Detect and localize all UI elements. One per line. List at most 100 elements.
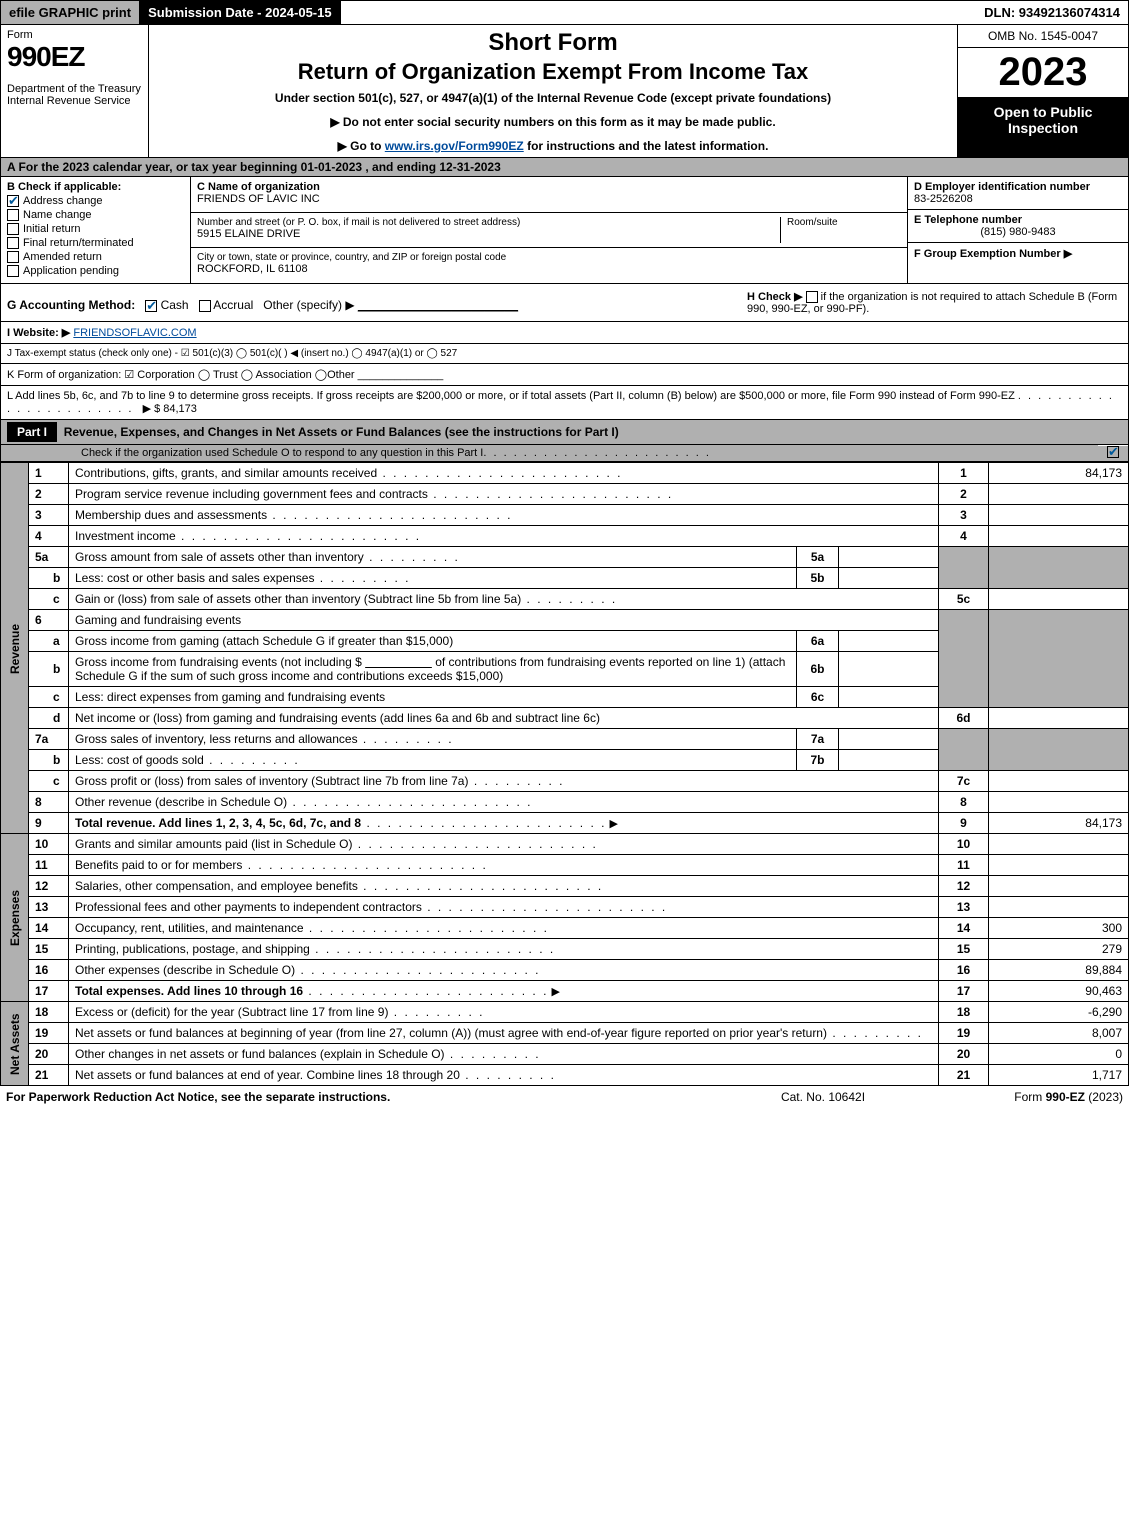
col-val: [989, 897, 1129, 918]
f-row: F Group Exemption Number ▶: [908, 243, 1128, 283]
dots-icon: [287, 795, 532, 809]
dots-icon: [460, 1068, 556, 1082]
lnum: 7a: [29, 729, 69, 750]
desc-text: Total expenses. Add lines 10 through 16: [75, 984, 303, 998]
line-desc: Membership dues and assessments: [69, 505, 939, 526]
col-num: 16: [939, 960, 989, 981]
g-accrual: Accrual: [213, 298, 253, 312]
form-word: Form: [7, 29, 142, 41]
header-left: Form 990EZ Department of the Treasury In…: [1, 25, 149, 157]
dots-icon: [204, 753, 300, 767]
line-13: 13 Professional fees and other payments …: [1, 897, 1129, 918]
chk-label: Application pending: [23, 265, 119, 277]
col-val: [989, 876, 1129, 897]
line-7a: 7a Gross sales of inventory, less return…: [1, 729, 1129, 750]
blank-line: [365, 655, 432, 669]
box-label: 6c: [797, 687, 839, 708]
h-label: H Check ▶: [747, 291, 803, 303]
open-to-public: Open to Public Inspection: [958, 98, 1128, 157]
col-val: [989, 792, 1129, 813]
line-desc: Less: cost of goods sold: [69, 750, 797, 771]
header-center: Short Form Return of Organization Exempt…: [149, 25, 958, 157]
c-street-row: Number and street (or P. O. box, if mail…: [191, 213, 907, 249]
col-num: 5c: [939, 589, 989, 610]
suite-label: Room/suite: [787, 217, 901, 228]
line-desc: Investment income: [69, 526, 939, 547]
desc-text: Total revenue. Add lines 1, 2, 3, 4, 5c,…: [75, 816, 361, 830]
desc-text: Professional fees and other payments to …: [75, 900, 422, 914]
lines-table: Revenue 1 Contributions, gifts, grants, …: [0, 462, 1129, 1086]
section-bcdef: B Check if applicable: Address change Na…: [0, 177, 1129, 284]
suite-cell: Room/suite: [781, 217, 901, 244]
chk-amended-return[interactable]: Amended return: [7, 251, 184, 263]
lnum: 5a: [29, 547, 69, 568]
chk-initial-return[interactable]: Initial return: [7, 223, 184, 235]
line-5a: 5a Gross amount from sale of assets othe…: [1, 547, 1129, 568]
col-num: 3: [939, 505, 989, 526]
part-i-checkbox[interactable]: [1098, 446, 1128, 461]
part-i-check-note: Check if the organization used Schedule …: [1, 445, 1098, 461]
dots-icon: [422, 900, 667, 914]
chk-final-return[interactable]: Final return/terminated: [7, 237, 184, 249]
ssn-note: ▶ Do not enter social security numbers o…: [159, 115, 947, 129]
dots-icon: [364, 550, 460, 564]
desc-text-1: Gross income from fundraising events (no…: [75, 655, 362, 669]
desc-text: Occupancy, rent, utilities, and maintena…: [75, 921, 304, 935]
dots-icon: [428, 487, 673, 501]
chk-name-change[interactable]: Name change: [7, 209, 184, 221]
header-right: OMB No. 1545-0047 2023 Open to Public In…: [958, 25, 1128, 157]
line-16: 16 Other expenses (describe in Schedule …: [1, 960, 1129, 981]
dots-icon: [521, 592, 617, 606]
line-12: 12 Salaries, other compensation, and emp…: [1, 876, 1129, 897]
line-desc: Program service revenue including govern…: [69, 484, 939, 505]
row-k: K Form of organization: ☑ Corporation ◯ …: [0, 364, 1129, 386]
checkbox-icon: [7, 237, 19, 249]
col-val: [989, 526, 1129, 547]
footer-right: Form 990-EZ (2023): [923, 1090, 1123, 1104]
col-num: 11: [939, 855, 989, 876]
row-i: I Website: ▶ FRIENDSOFLAVIC.COM: [1, 321, 1128, 343]
desc-text: Membership dues and assessments: [75, 508, 267, 522]
website-link[interactable]: FRIENDSOFLAVIC.COM: [73, 327, 196, 339]
col-val: 1,717: [989, 1065, 1129, 1086]
lnum: 17: [29, 981, 69, 1002]
lnum: c: [29, 589, 69, 610]
irs-link[interactable]: www.irs.gov/Form990EZ: [385, 139, 524, 153]
checkbox-icon: [199, 300, 211, 312]
lnum: 9: [29, 813, 69, 834]
box-label: 6a: [797, 631, 839, 652]
shade-cell: [989, 547, 1129, 589]
line-1: Revenue 1 Contributions, gifts, grants, …: [1, 463, 1129, 484]
chk-application-pending[interactable]: Application pending: [7, 265, 184, 277]
lnum: 21: [29, 1065, 69, 1086]
revenue-side-label: Revenue: [1, 463, 29, 834]
line-desc: Total expenses. Add lines 10 through 16: [69, 981, 939, 1002]
line-18: Net Assets 18 Excess or (deficit) for th…: [1, 1002, 1129, 1023]
lnum: 16: [29, 960, 69, 981]
shade-cell: [939, 729, 989, 771]
chk-address-change[interactable]: Address change: [7, 195, 184, 207]
col-val: 0: [989, 1044, 1129, 1065]
lnum: 14: [29, 918, 69, 939]
lnum: d: [29, 708, 69, 729]
goto-suffix: for instructions and the latest informat…: [524, 139, 769, 153]
submission-date: Submission Date - 2024-05-15: [140, 1, 341, 24]
footer-right-prefix: Form: [1014, 1090, 1045, 1104]
line-17: 17 Total expenses. Add lines 10 through …: [1, 981, 1129, 1002]
desc-text: Gross amount from sale of assets other t…: [75, 550, 364, 564]
col-val: 84,173: [989, 463, 1129, 484]
check-note-text: Check if the organization used Schedule …: [81, 447, 483, 459]
desc-text: Gross sales of inventory, less returns a…: [75, 732, 358, 746]
box-val: [839, 547, 939, 568]
d-label: D Employer identification number: [914, 181, 1122, 193]
part-i-header: Part I Revenue, Expenses, and Changes in…: [0, 420, 1129, 445]
lnum: c: [29, 687, 69, 708]
line-desc: Less: cost or other basis and sales expe…: [69, 568, 797, 589]
row-h: H Check ▶ if the organization is not req…: [741, 284, 1128, 321]
line-desc: Less: direct expenses from gaming and fu…: [69, 687, 797, 708]
row-a: A For the 2023 calendar year, or tax yea…: [0, 158, 1129, 177]
chk-label: Name change: [23, 209, 92, 221]
col-num: 21: [939, 1065, 989, 1086]
col-val: 89,884: [989, 960, 1129, 981]
dots-icon: [267, 508, 512, 522]
